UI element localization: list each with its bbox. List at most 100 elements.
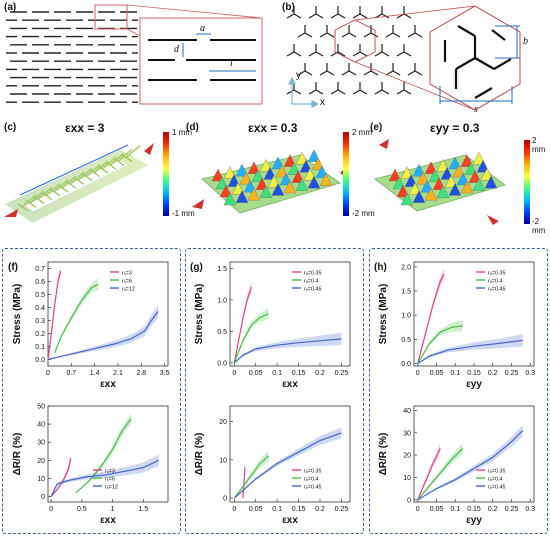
y-tick-label: 2.0 <box>401 264 411 271</box>
x-tick-label: 0.1 <box>272 506 282 513</box>
x-tick-label: 0.2 <box>488 370 498 377</box>
x-tick-label: 0 <box>49 506 53 513</box>
series-line <box>75 418 132 494</box>
x-tick-label: 0.15 <box>292 370 306 377</box>
colorbar-c-max: 1 mm <box>172 128 192 137</box>
x-tick-label: 0.2 <box>488 506 498 513</box>
x-tick-label: 0.1 <box>272 370 282 377</box>
plot-frame <box>413 261 535 367</box>
legend-entry: rₓ=12 <box>122 287 135 293</box>
y-tick-label: 0 <box>41 494 45 501</box>
frame-g <box>185 248 364 534</box>
strain-title-e: εyy = 0.3 <box>430 121 480 135</box>
x-tick-label: 0.5 <box>77 506 87 513</box>
panel-label-h: (h) <box>374 262 387 273</box>
deformed-lattice-c <box>4 143 154 223</box>
chart-g-top: 0 0.05 0.1 0.15 0.2 0.25 0.0 0.5 1.0 1.5 εxx Stress… <box>194 261 351 390</box>
chart-f-bot: 0 0.5 1 1.5 0 10 20 30 40 50 εxx ΔR/R (%) rₓ=3 rₓ=6 rₓ… <box>12 404 169 526</box>
series-line <box>417 339 523 365</box>
frame-h <box>369 248 548 534</box>
x-tick-label: 0.7 <box>66 370 76 377</box>
symbol-d: d <box>174 44 179 55</box>
legend-entry: rₓ=0.35 <box>304 469 322 475</box>
y-tick-label: 10 <box>403 475 411 482</box>
deformed-sheet-d <box>192 149 348 214</box>
series-line <box>233 287 252 363</box>
legend-entry: rₓ=0.45 <box>488 485 506 491</box>
series-band <box>234 332 342 363</box>
x-tick-label: 1 <box>111 506 115 513</box>
x-tick-label: 0.15 <box>292 506 306 513</box>
x-axis-label: εyy <box>466 515 482 526</box>
legend-entry: rₓ=12 <box>105 485 118 491</box>
plot-frame <box>47 261 169 367</box>
legend-entry: rₓ=0.45 <box>488 287 506 293</box>
y-axis-label: ΔR/R (%) <box>194 433 205 476</box>
series-line <box>417 273 445 364</box>
series-line <box>233 455 269 499</box>
y-tick-label: 1.0 <box>217 297 227 304</box>
legend-entry: rₓ=0.35 <box>304 271 322 277</box>
panel-label-f: (f) <box>8 262 18 273</box>
y-tick-label: 1.5 <box>217 266 227 273</box>
y-axis-label: Stress (MPa) <box>12 284 23 345</box>
x-tick-label: 0 <box>46 370 50 377</box>
y-tick-label: 0.5 <box>217 329 227 336</box>
series-band <box>417 334 523 364</box>
y-tick-label: 0.6 <box>35 279 45 286</box>
x-tick-label: 0.05 <box>430 506 444 513</box>
y-tick-label: 0.0 <box>35 357 45 364</box>
x-tick-label: 0.05 <box>249 506 263 513</box>
y-tick-label: 0.7 <box>35 266 45 273</box>
x-tick-label: 1.4 <box>90 370 100 377</box>
x-tick-label: 0.1 <box>450 370 460 377</box>
colorbar-d-min: -2 mm <box>352 209 375 218</box>
series-line <box>417 448 441 500</box>
series-line <box>50 458 72 497</box>
x-tick-label: 0.3 <box>525 370 535 377</box>
series-band <box>48 304 158 360</box>
colorbar-e <box>524 140 530 224</box>
y-tick-label: 0.4 <box>35 305 45 312</box>
y-tick-label: 50 <box>37 404 45 411</box>
panel-label-a: (a) <box>4 2 17 13</box>
plot-frame <box>229 405 351 503</box>
y-axis-label: Stress (MPa) <box>194 284 205 345</box>
x-axis-label: εxx <box>100 515 116 526</box>
axis-x-label: x <box>320 97 325 108</box>
symbol-a: a <box>200 23 205 34</box>
legend-entry: rₓ=6 <box>105 477 115 483</box>
x-axis-label: εxx <box>100 379 116 390</box>
series-line <box>233 338 342 364</box>
series-line <box>417 430 524 501</box>
y-tick-label: 20 <box>219 419 227 426</box>
series-band <box>51 453 71 497</box>
x-tick-label: 2.1 <box>113 370 123 377</box>
legend-entry: rₓ=0.4 <box>304 279 319 285</box>
x-tick-label: 0 <box>416 506 420 513</box>
series-line <box>47 270 62 360</box>
legend-entry: rₓ=0.35 <box>488 469 506 475</box>
symbol-b: b <box>523 36 528 47</box>
x-tick-label: 0 <box>232 370 236 377</box>
y-tick-label: 0.2 <box>35 331 45 338</box>
series-band <box>417 320 463 364</box>
chart-g-bot: 0 0.05 0.1 0.15 0.2 0.25 0 10 20 εxx ΔR/R (%) rₓ=0.… <box>194 405 351 526</box>
legend-entry: rₓ=0.35 <box>488 271 506 277</box>
panel-label-b: (b) <box>282 2 295 13</box>
legend-entry: rₓ=0.45 <box>304 287 322 293</box>
legend-entry: rₓ=0.4 <box>488 279 503 285</box>
x-tick-label: 0 <box>232 506 236 513</box>
x-tick-label: 0.05 <box>249 370 263 377</box>
x-tick-label: 0 <box>416 370 420 377</box>
y-axis-label: ΔR/R (%) <box>12 433 23 476</box>
series-line <box>54 283 99 354</box>
y-tick-label: 1.5 <box>401 289 411 296</box>
legend-entry: rₓ=0.4 <box>488 477 503 483</box>
y-tick-label: 1.0 <box>401 313 411 320</box>
y-tick-label: 0.1 <box>35 344 45 351</box>
series-line <box>233 313 269 364</box>
series-band <box>54 278 98 353</box>
y-tick-label: 10 <box>37 476 45 483</box>
x-tick-label: 0.2 <box>315 506 325 513</box>
